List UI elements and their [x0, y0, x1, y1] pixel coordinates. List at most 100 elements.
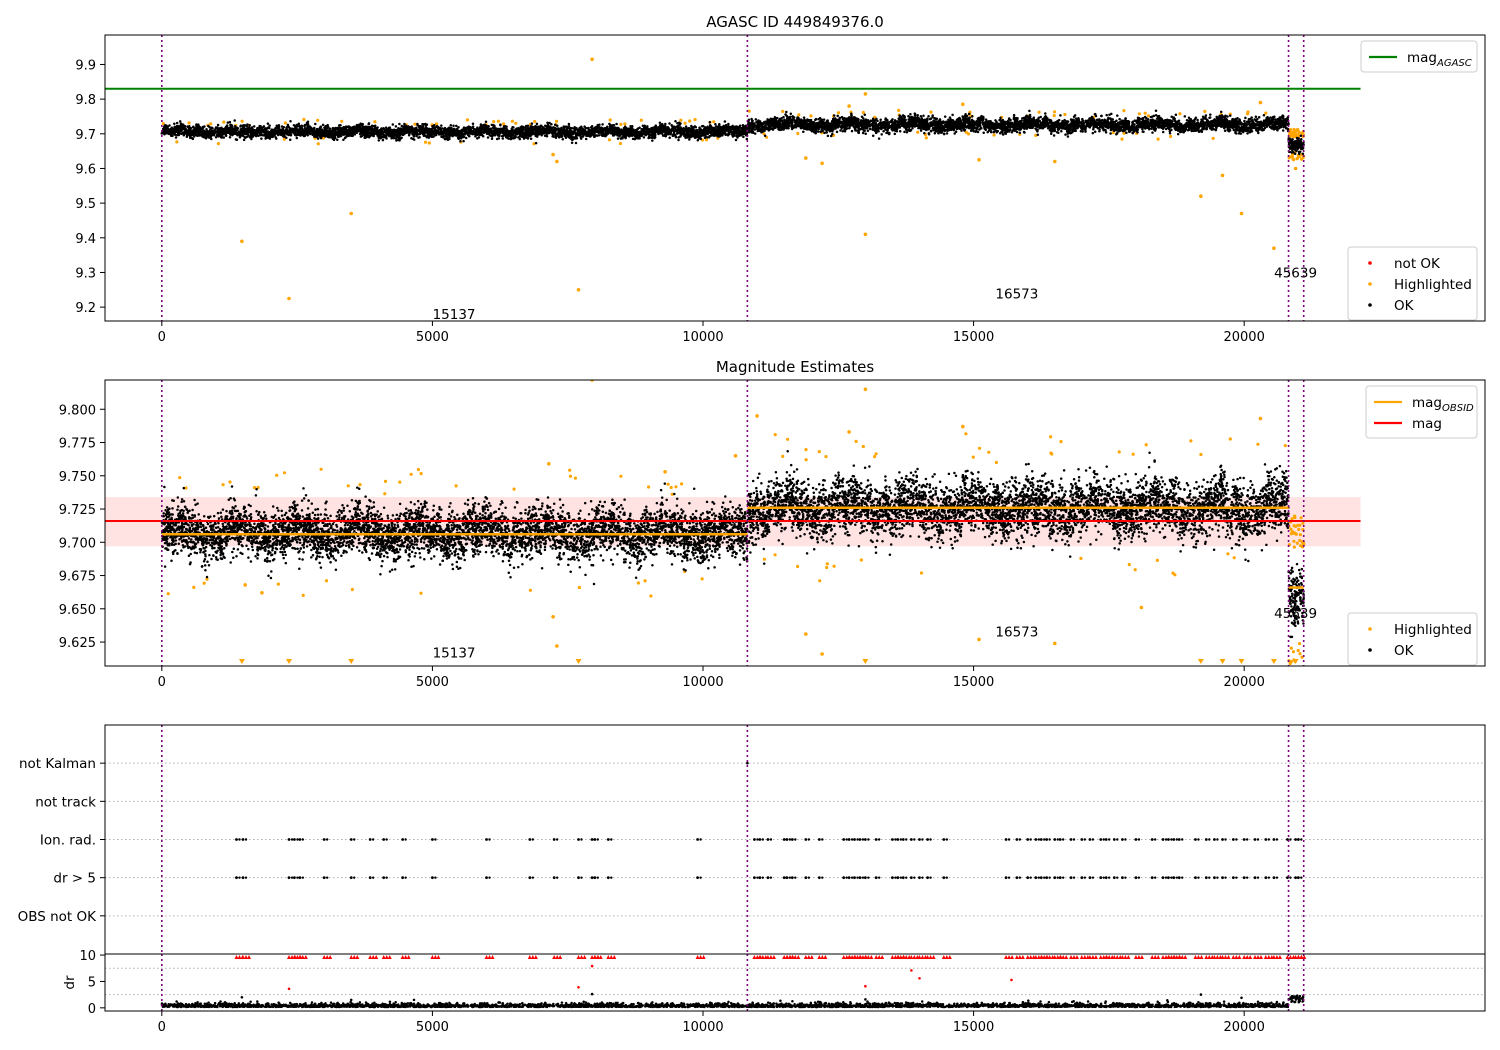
ok-point [722, 131, 726, 134]
highlighted-point [924, 136, 928, 140]
ok-point [287, 129, 291, 133]
ok-point [368, 132, 372, 136]
ok-point [545, 125, 549, 129]
ok-point [737, 133, 741, 136]
ok-point [689, 127, 693, 131]
ok-point [421, 125, 425, 128]
ok-point [298, 125, 302, 128]
ok-point [459, 139, 462, 143]
ok-point [601, 123, 604, 126]
ok-point [422, 123, 426, 126]
ok-point [460, 128, 463, 132]
ok-point [179, 132, 183, 135]
ok-point [294, 133, 297, 137]
ok-point [164, 127, 167, 131]
ok-point [331, 128, 335, 132]
ok-point [405, 131, 408, 134]
ok-point [518, 131, 521, 134]
ok-point [425, 123, 428, 127]
ok-point [927, 114, 930, 118]
ok-point [569, 126, 572, 130]
ok-point [570, 141, 574, 145]
ok-point [348, 130, 351, 134]
ok-point [460, 132, 464, 136]
highlighted-point [1296, 133, 1300, 137]
ok-point [250, 135, 253, 139]
ok-point [703, 126, 707, 129]
ok-point [577, 128, 580, 132]
ok-point [726, 133, 730, 136]
ok-point [677, 136, 681, 139]
ok-point [628, 135, 631, 138]
ok-point [586, 126, 590, 130]
ok-point [302, 134, 306, 138]
ok-point [687, 133, 690, 136]
ok-point [433, 127, 437, 130]
ok-point [411, 137, 415, 141]
ok-point [378, 132, 381, 136]
ok-point [508, 134, 512, 138]
ok-point [253, 133, 257, 137]
ok-point [522, 128, 525, 131]
ok-point [636, 127, 640, 130]
highlighted-point [1063, 112, 1067, 117]
highlighted-point [1143, 111, 1147, 115]
ok-point [193, 135, 196, 138]
ok-point [669, 130, 673, 134]
ok-point [185, 135, 189, 138]
ok-point [474, 135, 477, 138]
ok-point [214, 135, 218, 139]
ok-point [549, 128, 552, 131]
ok-point [698, 132, 702, 135]
ok-point [546, 121, 549, 125]
highlighted-point [216, 142, 220, 146]
ok-point [367, 122, 371, 125]
ok-point [256, 126, 259, 130]
ok-point [320, 132, 324, 136]
ok-point [261, 126, 264, 129]
ok-point [485, 130, 488, 133]
ok-point [642, 136, 646, 139]
ok-point [188, 130, 191, 134]
ok-point [252, 125, 256, 128]
ok-point [203, 134, 206, 137]
ok-point [437, 126, 440, 129]
ok-point [398, 122, 401, 126]
highlighted-point [704, 138, 709, 142]
ok-point [351, 130, 354, 133]
ok-point [431, 127, 435, 130]
highlighted-point [797, 113, 801, 117]
ok-point [693, 129, 696, 133]
ok-point [275, 131, 278, 134]
ok-point [258, 126, 262, 129]
ok-point [282, 126, 286, 129]
highlighted-point [1034, 133, 1038, 137]
highlighted-point [1203, 109, 1207, 113]
ok-point [415, 128, 419, 131]
ok-point [534, 141, 538, 145]
ok-point [494, 127, 498, 130]
ok-point [518, 137, 522, 141]
ok-point [439, 126, 442, 130]
ok-point [425, 131, 428, 134]
ok-point [719, 126, 722, 130]
ok-point [368, 128, 371, 131]
highlighted-point [222, 120, 226, 124]
highlighted-point [1037, 110, 1041, 114]
ok-point [343, 131, 347, 135]
ok-point [535, 122, 539, 126]
ok-point [455, 124, 458, 128]
ok-point [585, 134, 588, 137]
ok-point [289, 127, 292, 130]
ok-point [581, 135, 585, 138]
ok-point [182, 125, 186, 129]
ok-point [174, 128, 177, 132]
ok-point [242, 138, 246, 142]
ok-point [745, 137, 749, 141]
ok-point [340, 133, 343, 136]
ok-point [622, 133, 625, 137]
ok-point [167, 131, 170, 134]
ok-point [471, 130, 474, 133]
ok-point [570, 137, 573, 141]
